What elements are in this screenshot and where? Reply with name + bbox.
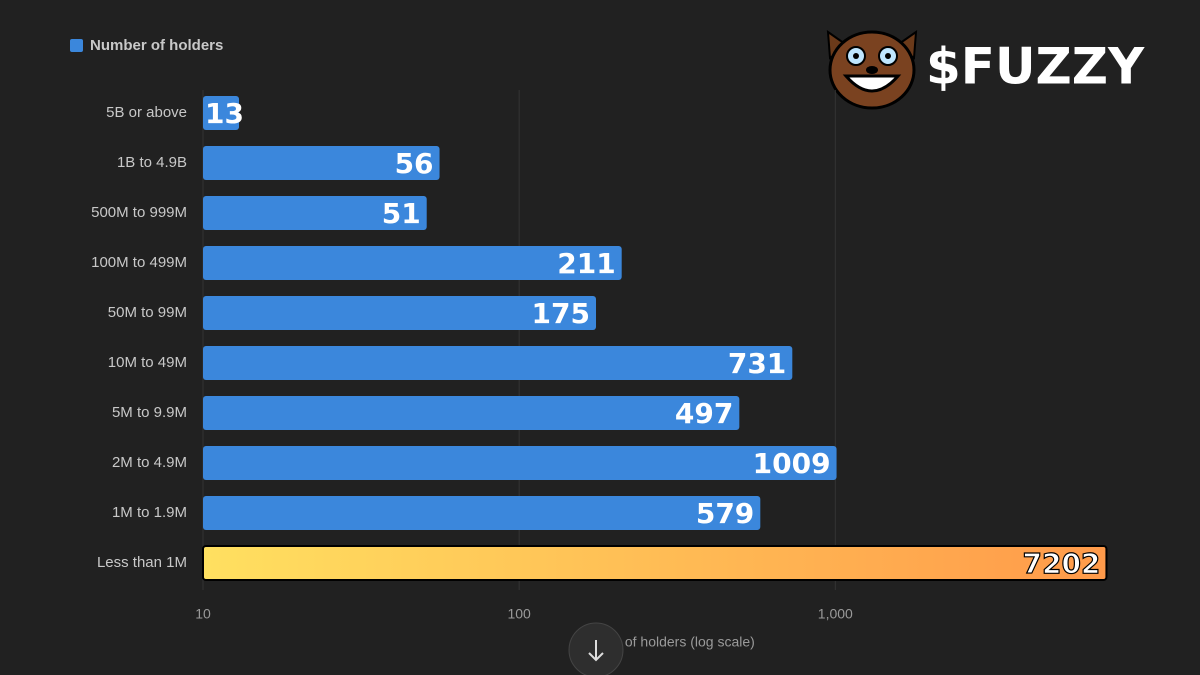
y-tick-label: 1M to 1.9M [112,504,187,521]
value-label: 7202 [1022,547,1100,580]
bar [203,496,761,530]
value-label: 56 [395,147,434,180]
plot: 10 100 1,000 5B or above 13 1B to 4.9B 56 500M … [91,90,1108,622]
x-tick-label: 10 [195,606,211,622]
bar [203,396,740,430]
brand: $FUZZY [926,38,1145,96]
y-tick-label: 1B to 4.9B [117,154,187,171]
y-tick-label: 10M to 49M [108,354,187,371]
y-tick-label: 100M to 499M [91,254,187,271]
value-label: 731 [728,347,786,380]
value-label: 13 [205,97,244,130]
bar [203,246,622,280]
bar [203,446,837,480]
y-tick-label: 500M to 999M [91,204,187,221]
legend-label: Number of holders [90,37,223,54]
bar [203,96,240,130]
legend-swatch [70,39,83,52]
bar [203,346,793,380]
logo [826,29,918,110]
x-tick-label: 100 [507,606,531,622]
value-label: 579 [696,497,754,530]
y-tick-label: 2M to 4.9M [112,454,187,471]
bar [202,545,1108,581]
bar [203,296,597,330]
value-label: 497 [675,397,733,430]
value-label: 211 [557,247,615,280]
bar [203,196,427,230]
y-tick-label: 5M to 9.9M [112,404,187,421]
x-tick-label: 1,000 [818,606,853,622]
value-label: 51 [382,197,421,230]
y-tick-label: Less than 1M [97,554,187,571]
y-tick-label: 50M to 99M [108,304,187,321]
scroll-button[interactable] [568,622,624,675]
value-label: 175 [532,297,590,330]
y-tick-label: 5B or above [106,104,187,121]
bar [203,146,440,180]
value-label: 1009 [753,447,831,480]
